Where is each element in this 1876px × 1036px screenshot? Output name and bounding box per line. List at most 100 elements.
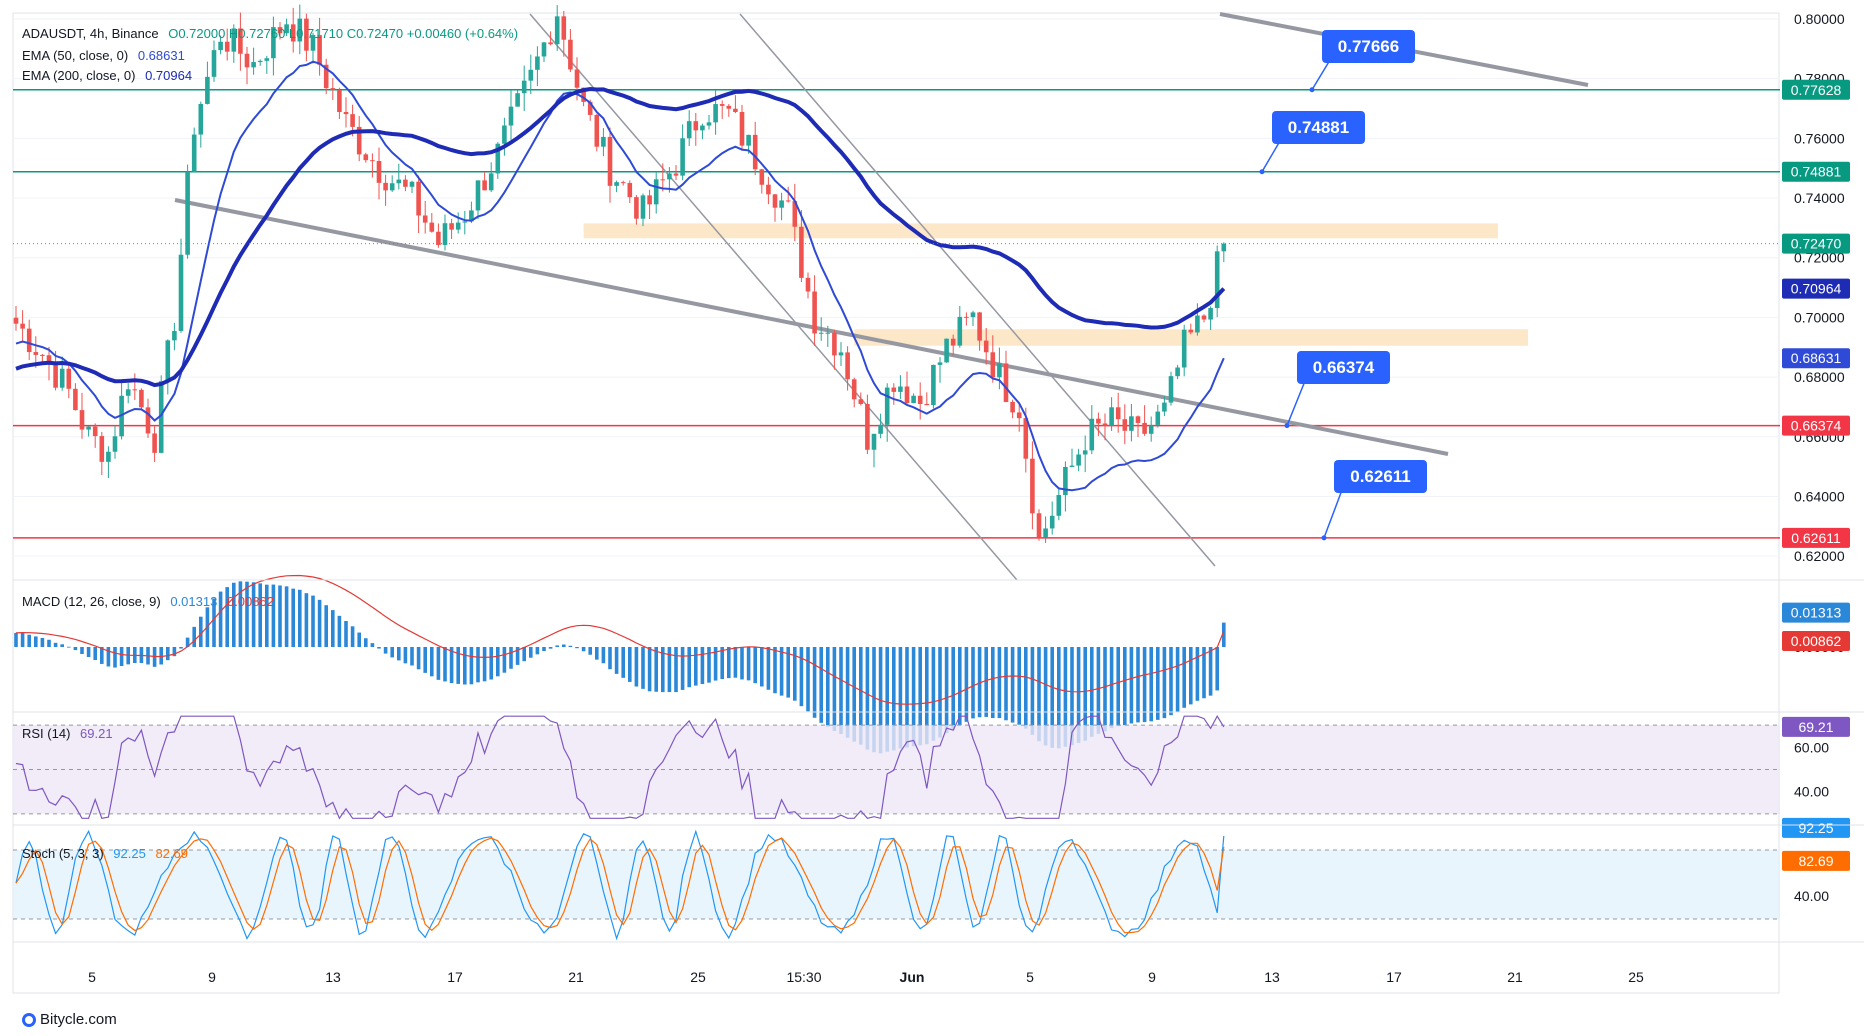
macd-histogram-bar[interactable] xyxy=(964,647,969,722)
macd-histogram-bar[interactable] xyxy=(377,647,381,649)
macd-histogram-bar[interactable] xyxy=(370,643,375,647)
candle-body[interactable] xyxy=(1016,412,1022,419)
macd-histogram-bar[interactable] xyxy=(740,647,744,680)
candle-body[interactable] xyxy=(350,114,355,127)
candle-body[interactable] xyxy=(1188,329,1194,333)
candle-body[interactable] xyxy=(172,330,177,341)
macd-histogram-bar[interactable] xyxy=(1083,647,1087,741)
candle-body[interactable] xyxy=(86,426,91,430)
ema200-legend[interactable]: EMA (200, close, 0) 0.70964 xyxy=(22,68,192,83)
candle-body[interactable] xyxy=(739,111,745,146)
stoch-pane[interactable] xyxy=(13,829,1780,941)
macd-histogram-bar[interactable] xyxy=(1195,647,1200,701)
support-trendline[interactable] xyxy=(174,198,1449,456)
macd-histogram-bar[interactable] xyxy=(80,647,84,654)
candle-body[interactable] xyxy=(198,103,204,135)
channel-line-lower[interactable] xyxy=(739,13,1216,567)
candle-body[interactable] xyxy=(409,181,415,187)
candle-body[interactable] xyxy=(508,106,514,126)
macd-histogram-bar[interactable] xyxy=(100,647,104,664)
candle-body[interactable] xyxy=(317,35,322,65)
candle-body[interactable] xyxy=(284,24,289,34)
macd-histogram-bar[interactable] xyxy=(562,644,566,647)
macd-histogram-bar[interactable] xyxy=(311,595,315,647)
macd-histogram-bar[interactable] xyxy=(515,647,520,665)
candle-body[interactable] xyxy=(1003,363,1009,402)
candle-body[interactable] xyxy=(799,226,804,278)
candle-body[interactable] xyxy=(746,134,751,146)
macd-histogram-bar[interactable] xyxy=(1182,647,1186,708)
candle-body[interactable] xyxy=(977,312,982,341)
macd-histogram-bar[interactable] xyxy=(773,647,777,694)
macd-histogram-bar[interactable] xyxy=(430,647,434,677)
macd-histogram-bar[interactable] xyxy=(449,647,454,684)
macd-histogram-bar[interactable] xyxy=(859,647,863,745)
candle-body[interactable] xyxy=(898,386,903,392)
macd-histogram-bar[interactable] xyxy=(212,598,216,647)
macd-histogram-bar[interactable] xyxy=(27,634,31,647)
macd-histogram-bar[interactable] xyxy=(172,647,177,657)
macd-histogram-bar[interactable] xyxy=(225,587,229,647)
candle-body[interactable] xyxy=(231,28,237,52)
macd-histogram-bar[interactable] xyxy=(1024,647,1028,729)
macd-histogram-bar[interactable] xyxy=(1175,647,1180,713)
candle-body[interactable] xyxy=(73,388,78,411)
ema50-line[interactable] xyxy=(15,60,1225,492)
macd-histogram-bar[interactable] xyxy=(73,647,78,651)
candle-body[interactable] xyxy=(132,389,138,391)
macd-histogram-bar[interactable] xyxy=(496,647,500,677)
macd-histogram-bar[interactable] xyxy=(581,647,586,652)
candle-body[interactable] xyxy=(323,64,329,89)
macd-histogram-bar[interactable] xyxy=(1043,647,1048,746)
macd-histogram-bar[interactable] xyxy=(502,647,507,673)
macd-histogram-bar[interactable] xyxy=(555,645,559,647)
candle-body[interactable] xyxy=(436,231,441,245)
macd-histogram-bar[interactable] xyxy=(383,647,388,654)
macd-histogram-bar[interactable] xyxy=(278,585,282,647)
macd-histogram-bar[interactable] xyxy=(291,588,295,647)
candle-body[interactable] xyxy=(59,368,65,388)
candle-body[interactable] xyxy=(271,27,276,59)
macd-histogram-bar[interactable] xyxy=(60,644,64,647)
macd-histogram-bar[interactable] xyxy=(364,638,368,647)
candle-body[interactable] xyxy=(871,433,877,450)
candle-body[interactable] xyxy=(779,200,784,208)
candle-body[interactable] xyxy=(422,215,428,223)
candle-body[interactable] xyxy=(1010,401,1015,413)
candle-body[interactable] xyxy=(733,108,738,112)
ema200-line[interactable] xyxy=(15,86,1226,388)
candle-body[interactable] xyxy=(561,16,567,40)
macd-histogram-bar[interactable] xyxy=(522,647,526,662)
candle-body[interactable] xyxy=(832,332,837,356)
candle-body[interactable] xyxy=(290,24,296,42)
macd-histogram-bar[interactable] xyxy=(476,647,480,683)
candle-body[interactable] xyxy=(403,179,408,187)
macd-histogram-bar[interactable] xyxy=(608,647,612,670)
candle-body[interactable] xyxy=(825,332,831,334)
macd-histogram-bar[interactable] xyxy=(251,582,256,647)
candle-body[interactable] xyxy=(92,426,98,437)
macd-histogram-bar[interactable] xyxy=(1123,647,1127,726)
candle-body[interactable] xyxy=(673,173,679,176)
candle-body[interactable] xyxy=(1142,422,1147,434)
price-callout[interactable] xyxy=(1334,460,1427,493)
candle-body[interactable] xyxy=(1129,416,1134,431)
candle-body[interactable] xyxy=(1030,458,1035,514)
macd-histogram-bar[interactable] xyxy=(905,647,909,748)
macd-histogram-bar[interactable] xyxy=(667,647,672,693)
macd-histogram-bar[interactable] xyxy=(806,647,810,712)
candle-body[interactable] xyxy=(680,138,685,176)
candle-body[interactable] xyxy=(145,407,151,434)
macd-histogram-bar[interactable] xyxy=(588,647,592,655)
macd-histogram-bar[interactable] xyxy=(687,647,691,688)
candle-body[interactable] xyxy=(653,179,659,205)
macd-histogram-bar[interactable] xyxy=(753,647,757,684)
macd-histogram-bar[interactable] xyxy=(344,620,348,647)
macd-histogram-bar[interactable] xyxy=(661,647,665,693)
candle-body[interactable] xyxy=(449,223,454,230)
candle-body[interactable] xyxy=(1069,465,1075,467)
price-callout[interactable] xyxy=(1322,30,1415,63)
candle-body[interactable] xyxy=(205,76,210,104)
candle-body[interactable] xyxy=(1036,513,1042,538)
candle-body[interactable] xyxy=(878,424,883,434)
